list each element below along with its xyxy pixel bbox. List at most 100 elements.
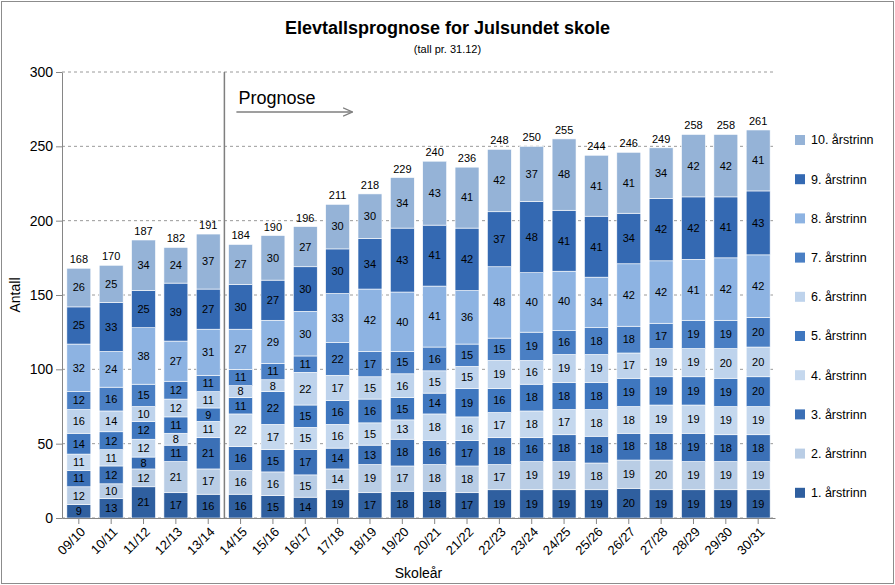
legend-item: 4. årstrinn xyxy=(795,369,867,383)
bar-segment xyxy=(196,494,220,518)
bar-segment xyxy=(99,411,123,432)
data-label: 43 xyxy=(396,254,408,266)
data-label: 33 xyxy=(331,312,343,324)
bar-segment xyxy=(99,499,123,518)
bar-segment xyxy=(682,433,706,461)
bar-segment xyxy=(584,490,608,518)
bar-segment xyxy=(132,240,156,291)
bar-segment xyxy=(164,462,188,493)
legend-swatch xyxy=(795,213,805,223)
data-label: 19 xyxy=(526,498,538,510)
x-tick-mark xyxy=(564,518,565,524)
bar-segment xyxy=(552,354,576,382)
bar-segment xyxy=(229,285,253,330)
bar-segment xyxy=(293,497,317,518)
data-label: 16 xyxy=(73,415,85,427)
bar-segment xyxy=(196,469,220,494)
x-tick-label: 17/18 xyxy=(313,524,347,558)
bar-segment xyxy=(617,378,641,406)
bar-segment xyxy=(132,291,156,328)
data-label: 19 xyxy=(752,469,764,481)
bar-segment xyxy=(423,286,447,347)
bar-segment xyxy=(617,152,641,213)
x-tick: 11/12 xyxy=(120,518,153,557)
data-label: 17 xyxy=(331,382,343,394)
bar-segment xyxy=(520,438,544,462)
bar-segment xyxy=(682,259,706,320)
data-label: 25 xyxy=(73,319,85,331)
y-axis-line xyxy=(62,73,63,519)
bar-segment xyxy=(714,320,738,348)
bar-segment xyxy=(423,393,447,414)
bar-segment xyxy=(99,432,123,450)
x-tick: 28/29 xyxy=(669,518,703,558)
x-axis: 09/1010/1111/1212/1313/1414/1515/1616/17… xyxy=(55,518,776,558)
data-label: 27 xyxy=(234,343,246,355)
legend-swatch xyxy=(795,331,805,341)
data-label: 19 xyxy=(752,414,764,426)
y-tick-mark xyxy=(56,518,62,519)
y-tick: 50 xyxy=(37,436,62,452)
data-label: 27 xyxy=(234,258,246,270)
bar-segment xyxy=(682,405,706,433)
x-tick: 15/16 xyxy=(249,518,283,558)
x-tick-mark xyxy=(467,518,468,524)
bar-segment xyxy=(390,374,414,398)
bar-segment xyxy=(99,450,123,466)
bar-segment xyxy=(617,326,641,353)
data-label: 34 xyxy=(137,259,149,271)
bar-segment xyxy=(196,408,220,421)
bar-segment xyxy=(423,414,447,441)
data-label: 48 xyxy=(558,168,570,180)
data-label: 11 xyxy=(235,400,246,412)
data-label: 43 xyxy=(752,217,764,229)
bar-segment xyxy=(617,407,641,434)
bar-segment xyxy=(552,409,576,434)
data-label: 19 xyxy=(655,356,667,368)
y-tick: 200 xyxy=(30,213,62,229)
data-label: 12 xyxy=(105,469,117,481)
data-label: 17 xyxy=(170,499,182,511)
data-label: 34 xyxy=(396,197,408,209)
data-label: 19 xyxy=(558,362,570,374)
data-label: 19 xyxy=(526,340,538,352)
data-label: 19 xyxy=(687,441,699,453)
bar-segment xyxy=(746,130,770,191)
bar-segment xyxy=(326,448,350,469)
data-label: 22 xyxy=(299,383,311,395)
data-label: 15 xyxy=(396,356,408,368)
x-tick-label: 27/28 xyxy=(637,524,671,558)
data-label: 32 xyxy=(73,362,85,374)
x-tick: 09/10 xyxy=(55,518,89,558)
bar-segment xyxy=(293,405,317,427)
x-tick-label: 18/19 xyxy=(346,524,380,558)
data-label: 19 xyxy=(655,385,667,397)
data-label: 8 xyxy=(270,380,276,392)
data-label: 42 xyxy=(720,283,732,295)
total-label: 246 xyxy=(620,137,638,149)
x-tick: 22/23 xyxy=(475,518,509,558)
data-label: 30 xyxy=(331,265,343,277)
legend-item: 1. årstrinn xyxy=(795,486,867,500)
data-label: 14 xyxy=(331,473,343,485)
y-tick-label: 200 xyxy=(30,213,54,229)
data-label: 9 xyxy=(205,409,211,421)
data-label: 25 xyxy=(105,278,117,290)
bar-segment xyxy=(746,377,770,407)
total-label: 168 xyxy=(70,253,88,265)
bar-segment xyxy=(326,294,350,343)
data-label: 15 xyxy=(364,428,376,440)
x-tick: 26/27 xyxy=(605,518,639,558)
bar-segment xyxy=(326,375,350,400)
bar-segment xyxy=(584,436,608,463)
data-label: 18 xyxy=(396,446,408,458)
data-label: 17 xyxy=(364,358,376,370)
data-label: 8 xyxy=(238,385,244,397)
data-label: 16 xyxy=(267,478,279,490)
data-label: 11 xyxy=(73,472,84,484)
data-label: 16 xyxy=(526,366,538,378)
data-label: 19 xyxy=(493,498,505,510)
x-tick-label: 12/13 xyxy=(152,524,186,558)
bar-segment xyxy=(584,463,608,490)
data-label: 26 xyxy=(73,281,85,293)
